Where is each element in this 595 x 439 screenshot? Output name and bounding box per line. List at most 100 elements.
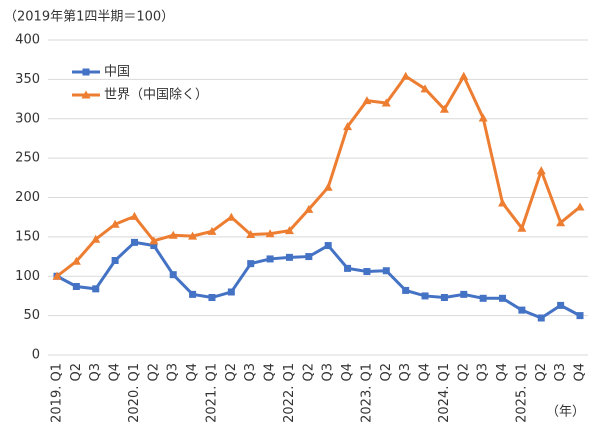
x-tick-label: Q4: [263, 363, 278, 382]
y-tick-label: 0: [32, 348, 40, 363]
point: [226, 212, 236, 221]
point: [421, 292, 429, 300]
point: [52, 271, 62, 280]
point: [439, 104, 449, 113]
x-unit: （年）: [546, 405, 585, 420]
point: [265, 229, 275, 238]
x-tick-label: Q4: [340, 363, 355, 382]
point: [71, 256, 81, 265]
point: [111, 257, 119, 264]
x-tick-label: Q2: [456, 363, 471, 382]
point: [381, 98, 391, 107]
point: [284, 226, 294, 235]
x-tick-label: Q2: [224, 363, 239, 382]
point: [169, 271, 177, 279]
y-tick-label: 400: [15, 33, 40, 48]
point: [266, 255, 274, 263]
point: [285, 253, 293, 261]
y-tick-label: 200: [15, 190, 40, 205]
point: [478, 113, 488, 122]
point: [246, 230, 256, 239]
x-tick-label: Q3: [398, 363, 413, 382]
point: [499, 294, 507, 302]
x-tick-label: Q3: [243, 363, 258, 382]
point: [208, 294, 216, 302]
y-tick-label: 250: [15, 151, 40, 166]
point: [479, 294, 487, 302]
point: [537, 314, 545, 322]
x-tick-label: Q4: [418, 363, 433, 382]
legend-label: 世界（中国除く）: [104, 88, 208, 103]
point: [382, 267, 390, 275]
point: [189, 290, 197, 298]
x-tick-label: 2025. Q1: [514, 363, 529, 423]
point: [536, 166, 546, 175]
x-tick-label: Q4: [185, 363, 200, 382]
point: [305, 253, 313, 261]
point: [363, 268, 371, 276]
x-tick-label: Q3: [476, 363, 491, 382]
point: [420, 84, 430, 93]
y-tick-label: 100: [15, 269, 40, 284]
point: [247, 260, 255, 268]
x-tick-label: Q2: [301, 363, 316, 382]
y-tick-label: 350: [15, 72, 40, 87]
series-line: [56, 240, 581, 320]
x-tick-label: Q4: [495, 363, 510, 382]
point: [149, 236, 159, 245]
x-tick-label: 2019. Q1: [50, 363, 65, 423]
x-tick-label: 2023. Q1: [359, 363, 374, 423]
point: [440, 294, 448, 302]
point: [576, 312, 584, 320]
point: [402, 286, 410, 294]
chart-subtitle: （2019年第1四半期＝100）: [4, 10, 174, 25]
point: [81, 90, 91, 99]
x-tick-label: Q2: [534, 363, 549, 382]
point: [498, 198, 508, 207]
point: [517, 223, 527, 232]
x-tick-label: Q2: [69, 363, 84, 382]
x-tick-label: Q3: [553, 363, 568, 382]
x-tick-label: Q4: [108, 363, 123, 382]
point: [460, 290, 468, 298]
point: [188, 231, 198, 240]
y-tick-label: 150: [15, 229, 40, 244]
x-tick-label: 2022. Q1: [282, 363, 297, 423]
point: [556, 218, 566, 227]
point: [168, 230, 178, 239]
point: [110, 219, 120, 228]
x-tick-label: Q3: [88, 363, 103, 382]
x-tick-label: Q2: [379, 363, 394, 382]
point: [150, 242, 158, 250]
x-tick-label: Q2: [146, 363, 161, 382]
point: [324, 242, 332, 250]
point: [92, 285, 100, 293]
x-tick-label: 2020. Q1: [127, 363, 142, 423]
y-tick-label: 50: [23, 308, 40, 323]
x-tick-label: Q4: [573, 363, 588, 382]
x-tick-label: Q3: [166, 363, 181, 382]
point: [575, 202, 585, 211]
point: [401, 71, 411, 80]
point: [362, 96, 372, 105]
point: [518, 306, 526, 314]
point: [82, 68, 90, 76]
point: [343, 122, 353, 131]
point: [304, 204, 314, 213]
point: [459, 71, 469, 80]
x-tick-label: 2021. Q1: [204, 363, 219, 423]
point: [344, 264, 352, 272]
point: [130, 238, 138, 246]
series-line: [56, 72, 581, 278]
point: [72, 282, 80, 290]
point: [557, 301, 565, 309]
x-tick-label: Q3: [321, 363, 336, 382]
point: [227, 288, 235, 296]
point: [323, 182, 333, 191]
legend-label: 中国: [104, 65, 130, 80]
y-tick-label: 300: [15, 111, 40, 126]
x-tick-label: 2024. Q1: [437, 363, 452, 423]
point: [91, 234, 101, 243]
point: [207, 226, 217, 235]
